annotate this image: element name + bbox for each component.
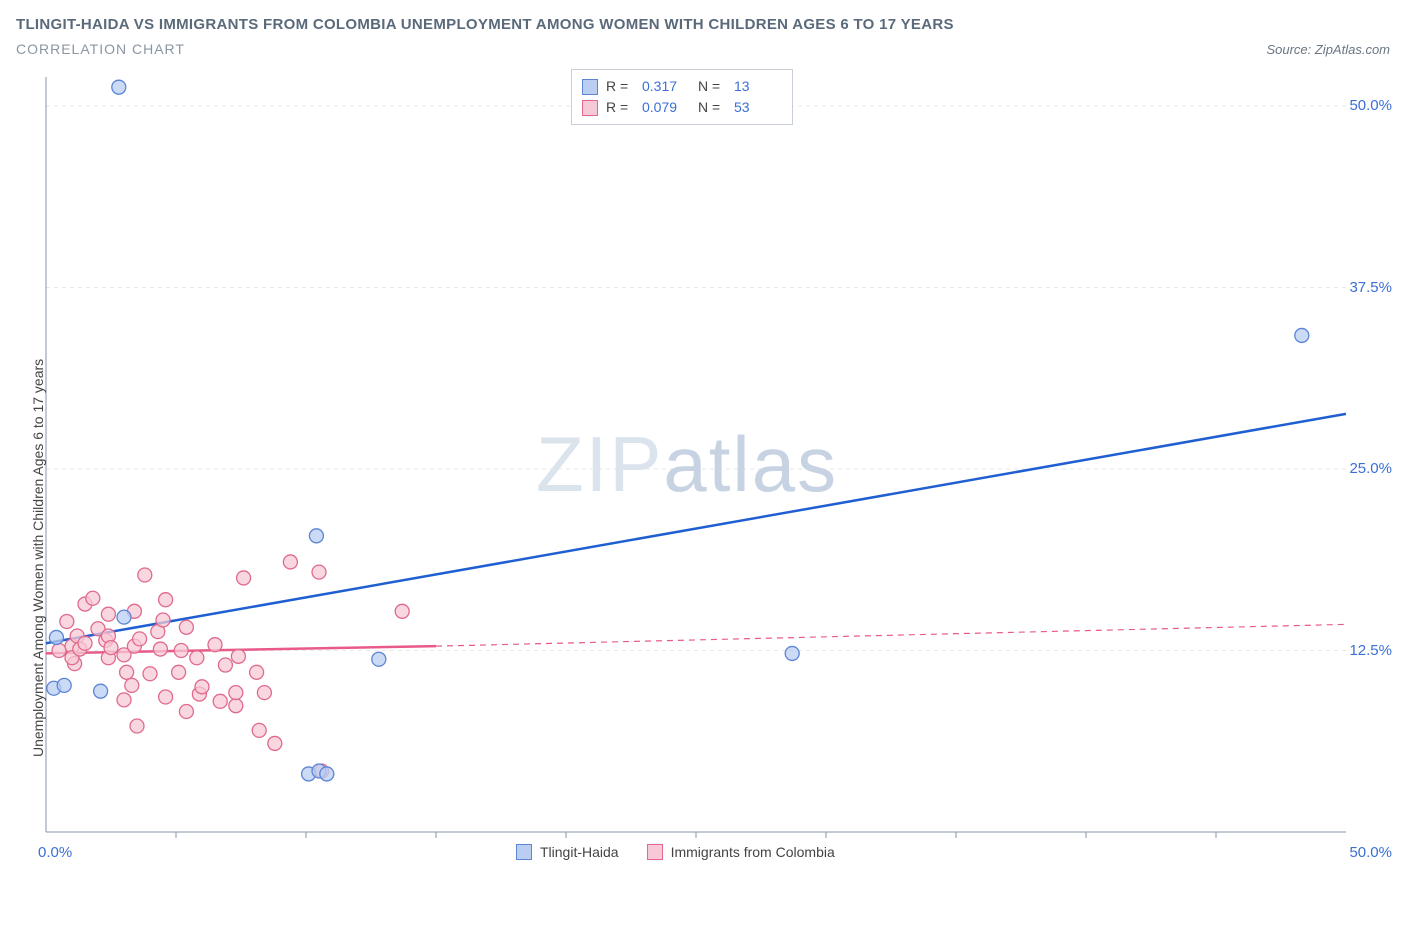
legend: Tlingit-Haida Immigrants from Colombia — [516, 844, 835, 860]
series-swatch — [582, 79, 598, 95]
chart-title: TLINGIT-HAIDA VS IMMIGRANTS FROM COLOMBI… — [16, 16, 1390, 33]
stat-n-value: 13 — [734, 76, 782, 97]
chart-header: TLINGIT-HAIDA VS IMMIGRANTS FROM COLOMBI… — [16, 16, 1390, 57]
stat-n-label: N = — [698, 97, 726, 118]
correlation-chart: ZIPatlas12.5%25.0%37.5%50.0%0.0%50.0%Une… — [16, 67, 1396, 902]
legend-item: Immigrants from Colombia — [647, 844, 835, 860]
legend-swatch — [647, 844, 663, 860]
series-swatch — [582, 100, 598, 116]
legend-label: Tlingit-Haida — [540, 844, 619, 860]
stat-r-label: R = — [606, 76, 634, 97]
chart-subtitle-row: CORRELATION CHART Source: ZipAtlas.com — [16, 41, 1390, 57]
stats-row: R = 0.317 N = 13 — [582, 76, 782, 97]
chart-subtitle: CORRELATION CHART — [16, 41, 185, 57]
chart-source: Source: ZipAtlas.com — [1266, 42, 1390, 57]
y-tick-label: 25.0% — [1349, 460, 1392, 477]
legend-swatch — [516, 844, 532, 860]
stats-row: R = 0.079 N = 53 — [582, 97, 782, 118]
legend-label: Immigrants from Colombia — [671, 844, 835, 860]
y-axis-title: Unemployment Among Women with Children A… — [30, 359, 46, 757]
stat-r-label: R = — [606, 97, 634, 118]
y-tick-label: 12.5% — [1349, 642, 1392, 659]
stat-r-value: 0.317 — [642, 76, 690, 97]
x-min-label: 0.0% — [38, 844, 72, 861]
stats-box: R = 0.317 N = 13 R = 0.079 N = 53 — [571, 69, 793, 125]
stat-n-value: 53 — [734, 97, 782, 118]
y-tick-label: 37.5% — [1349, 279, 1392, 296]
legend-item: Tlingit-Haida — [516, 844, 619, 860]
y-tick-label: 50.0% — [1349, 97, 1392, 114]
stat-r-value: 0.079 — [642, 97, 690, 118]
x-max-label: 50.0% — [1349, 844, 1392, 861]
stat-n-label: N = — [698, 76, 726, 97]
